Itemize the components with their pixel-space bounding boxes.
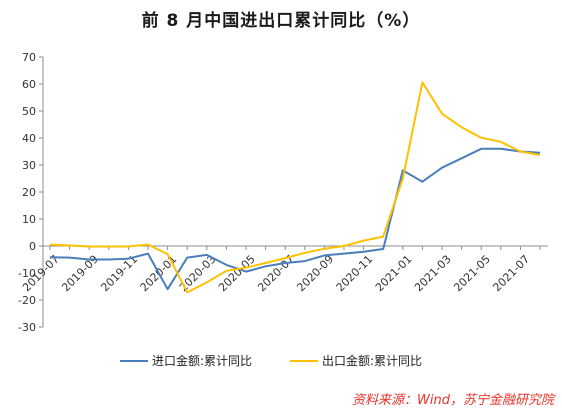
y-tick-label: 10 — [22, 213, 36, 226]
series-line-imports — [49, 147, 541, 291]
x-tick-label: 2020-07 — [255, 253, 297, 295]
y-axis: 70 60 50 40 30 20 10 0 -10 -20 -30 — [18, 51, 44, 334]
y-tick-label: 60 — [22, 78, 36, 91]
legend-label: 进口金额:累计同比 — [152, 353, 252, 368]
x-tick-label: 2021-05 — [451, 253, 493, 295]
y-tick-label: 70 — [22, 51, 36, 64]
chart-title: 前 8 月中国进出口累计同比（%） — [141, 11, 421, 31]
series-line-exports — [49, 81, 541, 294]
x-axis: 2019-072019-092019-112020-012020-032020-… — [20, 245, 548, 295]
y-tick-label: -10 — [18, 267, 36, 280]
legend-label: 出口金额:累计同比 — [322, 353, 422, 368]
y-tick-label: 20 — [22, 186, 36, 199]
y-tick-label: 0 — [29, 240, 36, 253]
y-tick-label: 30 — [22, 159, 36, 172]
y-tick-label: -20 — [18, 294, 36, 307]
y-tick-label: 50 — [22, 105, 36, 118]
x-tick-label: 2020-11 — [334, 253, 376, 295]
source-note: 资料来源：Wind，苏宁金融研究院 — [352, 393, 554, 408]
y-tick-label: -30 — [18, 321, 36, 334]
series-layer — [49, 81, 541, 294]
x-tick-label: 2021-01 — [373, 253, 415, 295]
legend: 进口金额:累计同比 出口金额:累计同比 — [120, 353, 422, 368]
x-tick-label: 2021-07 — [490, 253, 532, 295]
y-tick-label: 40 — [22, 132, 36, 145]
x-tick-label: 2021-03 — [412, 253, 454, 295]
